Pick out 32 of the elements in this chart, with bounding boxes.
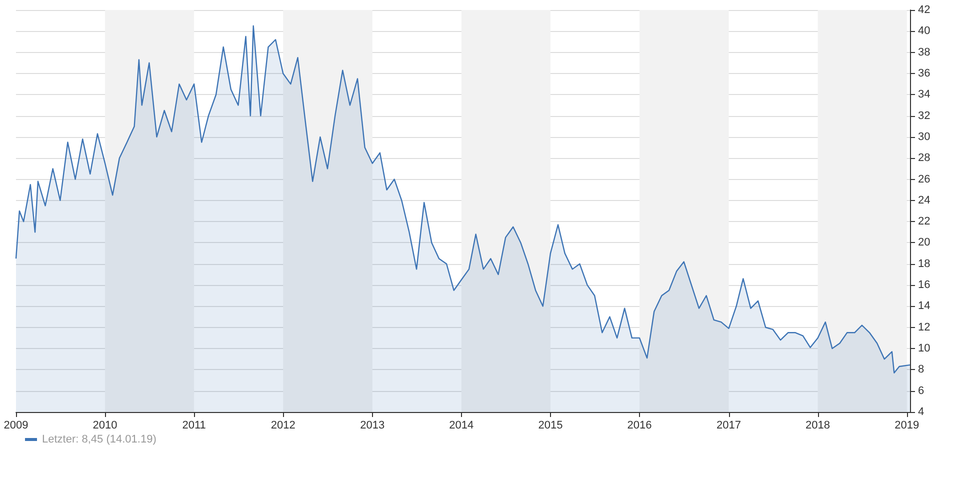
y-tick-label: 26 [918,173,930,186]
y-tick-label: 20 [918,236,930,249]
y-tick-label: 12 [918,321,930,334]
y-tick-label: 42 [918,4,930,16]
legend-label: Letzter: 8,45 (14.01.19) [42,434,156,446]
y-tick-label: 14 [918,300,930,312]
y-tick-label: 34 [918,88,930,101]
y-tick-label: 28 [918,152,930,164]
x-tick-label: 2015 [538,420,563,432]
y-tick-label: 16 [918,279,930,292]
y-tick-label: 38 [918,46,930,58]
y-tick-label: 30 [918,130,930,143]
y-tick-label: 8 [918,364,924,376]
y-tick-label: 4 [918,406,924,418]
x-tick-label: 2011 [182,420,206,432]
y-tick-label: 36 [918,67,930,80]
x-tick-label: 2009 [4,420,28,432]
y-tick-label: 22 [918,216,930,228]
y-tick-label: 18 [918,258,930,270]
x-tick-label: 2019 [894,420,920,432]
x-tick-label: 2017 [716,420,742,432]
y-tick-label: 10 [918,342,930,355]
y-tick-label: 32 [918,110,930,122]
y-tick-label: 6 [918,384,924,397]
x-tick-label: 2016 [627,420,652,432]
y-tick-label: 40 [918,25,930,38]
x-tick-label: 2012 [270,420,296,432]
x-tick-label: 2018 [806,420,830,432]
x-tick-label: 2010 [92,420,118,432]
x-tick-label: 2014 [449,420,474,432]
y-tick-label: 24 [918,194,930,206]
x-tick-label: 2013 [360,420,385,432]
